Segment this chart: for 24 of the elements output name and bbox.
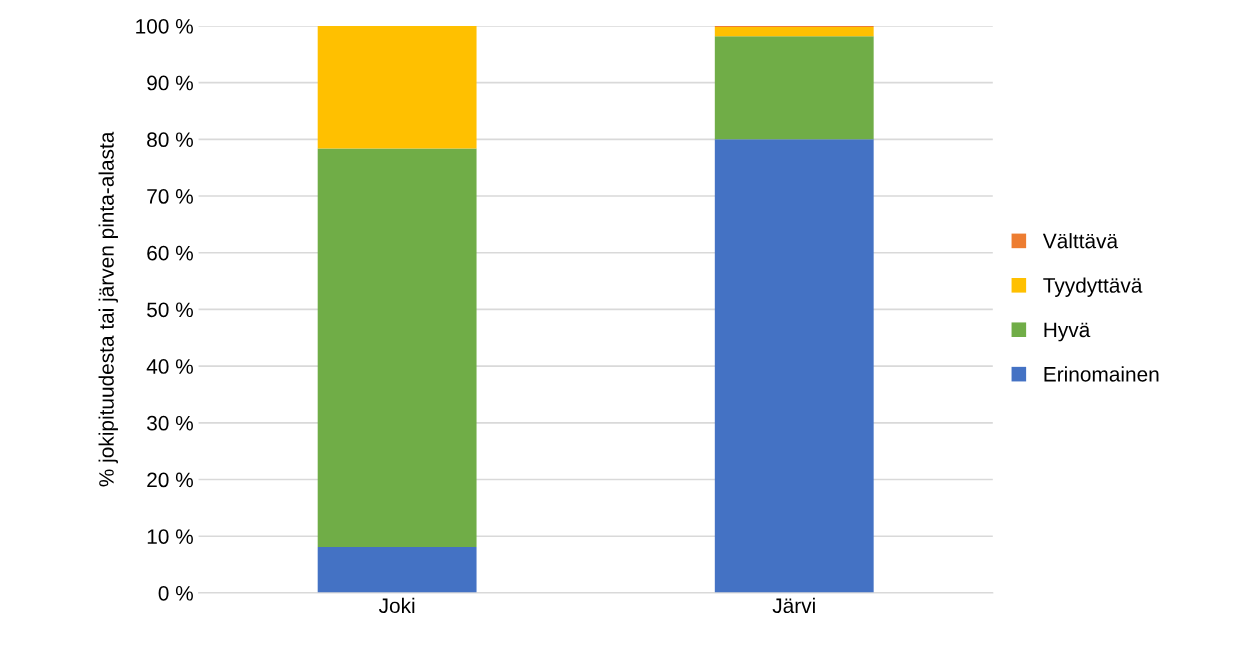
y-tick-label: 60 % [147, 245, 193, 261]
legend-label: Hyvä [1044, 322, 1091, 342]
y-tick-label: 90 % [147, 75, 193, 91]
y-tick-label: 10 % [147, 529, 193, 544]
bar [317, 546, 477, 593]
y-tick-label: 100 % [136, 18, 193, 34]
bar [714, 36, 874, 140]
x-tick-label: Järvi [772, 597, 815, 614]
y-tick-label: 0 % [158, 585, 193, 601]
bar [714, 27, 874, 37]
y-axis-title: % jokipituudesta tai järven pinta-alasta [98, 131, 118, 487]
bar [317, 148, 477, 547]
y-tick-label: 20 % [147, 472, 193, 488]
y-tick-label: 30 % [147, 415, 193, 431]
y-tick-label: 40 % [146, 359, 193, 374]
y-tick-label: 70 % [147, 189, 193, 204]
x-tick-label: Joki [378, 597, 415, 614]
legend-label: Tyydyttävä [1043, 277, 1143, 297]
legend-label: Välttävä [1042, 233, 1119, 249]
y-tick-label: 80 % [147, 132, 193, 148]
legend-label: Erinomainen [1044, 366, 1159, 382]
y-tick-label: 50 % [147, 302, 193, 318]
bar [317, 25, 477, 149]
bar [714, 139, 874, 593]
